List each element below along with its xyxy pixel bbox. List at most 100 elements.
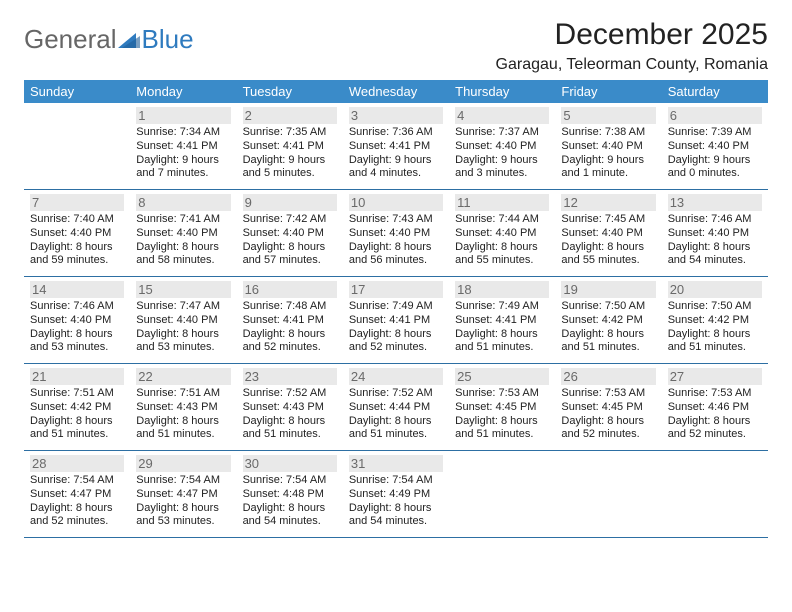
day-cell: 15Sunrise: 7:47 AMSunset: 4:40 PMDayligh… bbox=[130, 279, 236, 357]
week-row: 21Sunrise: 7:51 AMSunset: 4:42 PMDayligh… bbox=[24, 364, 768, 451]
sunrise-text: Sunrise: 7:46 AM bbox=[30, 300, 124, 314]
daylight-text: and 52 minutes. bbox=[668, 428, 762, 442]
location-subtitle: Garagau, Teleorman County, Romania bbox=[496, 56, 768, 74]
day-cell: 19Sunrise: 7:50 AMSunset: 4:42 PMDayligh… bbox=[555, 279, 661, 357]
daylight-text: and 7 minutes. bbox=[136, 167, 230, 181]
day-cell: 24Sunrise: 7:52 AMSunset: 4:44 PMDayligh… bbox=[343, 366, 449, 444]
daylight-text: and 5 minutes. bbox=[243, 167, 337, 181]
daylight-text: Daylight: 8 hours bbox=[561, 328, 655, 342]
day-cell: 18Sunrise: 7:49 AMSunset: 4:41 PMDayligh… bbox=[449, 279, 555, 357]
dow-monday: Monday bbox=[130, 80, 236, 103]
day-number: 14 bbox=[30, 281, 124, 298]
daylight-text: and 55 minutes. bbox=[561, 254, 655, 268]
sunset-text: Sunset: 4:40 PM bbox=[136, 314, 230, 328]
day-cell: 31Sunrise: 7:54 AMSunset: 4:49 PMDayligh… bbox=[343, 453, 449, 531]
day-cell bbox=[449, 453, 555, 531]
day-number: 28 bbox=[30, 455, 124, 472]
daylight-text: Daylight: 9 hours bbox=[668, 154, 762, 168]
sunset-text: Sunset: 4:45 PM bbox=[455, 401, 549, 415]
day-cell: 23Sunrise: 7:52 AMSunset: 4:43 PMDayligh… bbox=[237, 366, 343, 444]
daylight-text: and 0 minutes. bbox=[668, 167, 762, 181]
sunset-text: Sunset: 4:40 PM bbox=[668, 227, 762, 241]
day-number: 23 bbox=[243, 368, 337, 385]
sunset-text: Sunset: 4:44 PM bbox=[349, 401, 443, 415]
daylight-text: Daylight: 8 hours bbox=[349, 241, 443, 255]
day-cell: 4Sunrise: 7:37 AMSunset: 4:40 PMDaylight… bbox=[449, 105, 555, 183]
sunrise-text: Sunrise: 7:41 AM bbox=[136, 213, 230, 227]
daylight-text: Daylight: 8 hours bbox=[561, 241, 655, 255]
brand-word1: General bbox=[24, 24, 117, 55]
daylight-text: and 51 minutes. bbox=[349, 428, 443, 442]
day-cell: 7Sunrise: 7:40 AMSunset: 4:40 PMDaylight… bbox=[24, 192, 130, 270]
sunrise-text: Sunrise: 7:54 AM bbox=[349, 474, 443, 488]
daylight-text: and 51 minutes. bbox=[668, 341, 762, 355]
sunrise-text: Sunrise: 7:43 AM bbox=[349, 213, 443, 227]
daylight-text: Daylight: 9 hours bbox=[349, 154, 443, 168]
day-number: 30 bbox=[243, 455, 337, 472]
sunset-text: Sunset: 4:40 PM bbox=[561, 140, 655, 154]
sunset-text: Sunset: 4:41 PM bbox=[349, 314, 443, 328]
brand-word2: Blue bbox=[142, 24, 194, 55]
sunrise-text: Sunrise: 7:38 AM bbox=[561, 126, 655, 140]
sunset-text: Sunset: 4:41 PM bbox=[243, 314, 337, 328]
brand-logo: General Blue bbox=[24, 18, 194, 55]
sunset-text: Sunset: 4:40 PM bbox=[455, 140, 549, 154]
daylight-text: and 56 minutes. bbox=[349, 254, 443, 268]
sunset-text: Sunset: 4:41 PM bbox=[455, 314, 549, 328]
day-number: 16 bbox=[243, 281, 337, 298]
sunset-text: Sunset: 4:40 PM bbox=[349, 227, 443, 241]
day-of-week-header: Sunday Monday Tuesday Wednesday Thursday… bbox=[24, 80, 768, 103]
day-cell bbox=[555, 453, 661, 531]
day-number: 1 bbox=[136, 107, 230, 124]
daylight-text: Daylight: 8 hours bbox=[668, 241, 762, 255]
daylight-text: and 59 minutes. bbox=[30, 254, 124, 268]
day-cell: 26Sunrise: 7:53 AMSunset: 4:45 PMDayligh… bbox=[555, 366, 661, 444]
daylight-text: Daylight: 8 hours bbox=[243, 415, 337, 429]
sunset-text: Sunset: 4:43 PM bbox=[136, 401, 230, 415]
weeks-container: 1Sunrise: 7:34 AMSunset: 4:41 PMDaylight… bbox=[24, 103, 768, 538]
daylight-text: Daylight: 8 hours bbox=[243, 241, 337, 255]
sunrise-text: Sunrise: 7:53 AM bbox=[668, 387, 762, 401]
day-number: 6 bbox=[668, 107, 762, 124]
sunset-text: Sunset: 4:41 PM bbox=[243, 140, 337, 154]
sunrise-text: Sunrise: 7:45 AM bbox=[561, 213, 655, 227]
day-number: 19 bbox=[561, 281, 655, 298]
sunset-text: Sunset: 4:43 PM bbox=[243, 401, 337, 415]
sunrise-text: Sunrise: 7:39 AM bbox=[668, 126, 762, 140]
day-cell bbox=[24, 105, 130, 183]
day-number: 15 bbox=[136, 281, 230, 298]
daylight-text: and 51 minutes. bbox=[455, 341, 549, 355]
week-row: 14 Sunrise: 7:46 AM Sunset: 4:40 PM Dayligh… bbox=[24, 277, 768, 364]
day-number: 31 bbox=[349, 455, 443, 472]
brand-triangle-icon bbox=[118, 24, 140, 55]
day-cell: 30Sunrise: 7:54 AMSunset: 4:48 PMDayligh… bbox=[237, 453, 343, 531]
sunrise-text: Sunrise: 7:51 AM bbox=[30, 387, 124, 401]
sunrise-text: Sunrise: 7:51 AM bbox=[136, 387, 230, 401]
daylight-text: and 51 minutes. bbox=[30, 428, 124, 442]
day-cell: 2Sunrise: 7:35 AMSunset: 4:41 PMDaylight… bbox=[237, 105, 343, 183]
daylight-text: Daylight: 8 hours bbox=[349, 502, 443, 516]
sunrise-text: Sunrise: 7:50 AM bbox=[668, 300, 762, 314]
day-cell: 14Sunrise: 7:46 AMSunset: 4:40 PMDayligh… bbox=[24, 279, 130, 357]
day-number: 3 bbox=[349, 107, 443, 124]
day-number: 26 bbox=[561, 368, 655, 385]
sunset-text: Sunset: 4:47 PM bbox=[30, 488, 124, 502]
daylight-text: Daylight: 9 hours bbox=[136, 154, 230, 168]
daylight-text: Daylight: 9 hours bbox=[243, 154, 337, 168]
sunrise-text: Sunrise: 7:42 AM bbox=[243, 213, 337, 227]
daylight-text: and 54 minutes. bbox=[243, 515, 337, 529]
day-number: 8 bbox=[136, 194, 230, 211]
day-number: 20 bbox=[668, 281, 762, 298]
day-number: 11 bbox=[455, 194, 549, 211]
sunset-text: Sunset: 4:45 PM bbox=[561, 401, 655, 415]
day-cell: 25Sunrise: 7:53 AMSunset: 4:45 PMDayligh… bbox=[449, 366, 555, 444]
sunrise-text: Sunrise: 7:48 AM bbox=[243, 300, 337, 314]
sunrise-text: Sunrise: 7:49 AM bbox=[349, 300, 443, 314]
sunset-text: Sunset: 4:42 PM bbox=[668, 314, 762, 328]
dow-wednesday: Wednesday bbox=[343, 80, 449, 103]
daylight-text: Daylight: 8 hours bbox=[30, 241, 124, 255]
sunrise-text: Sunrise: 7:54 AM bbox=[243, 474, 337, 488]
daylight-text: and 51 minutes. bbox=[136, 428, 230, 442]
dow-friday: Friday bbox=[555, 80, 661, 103]
day-cell: 22Sunrise: 7:51 AMSunset: 4:43 PMDayligh… bbox=[130, 366, 236, 444]
